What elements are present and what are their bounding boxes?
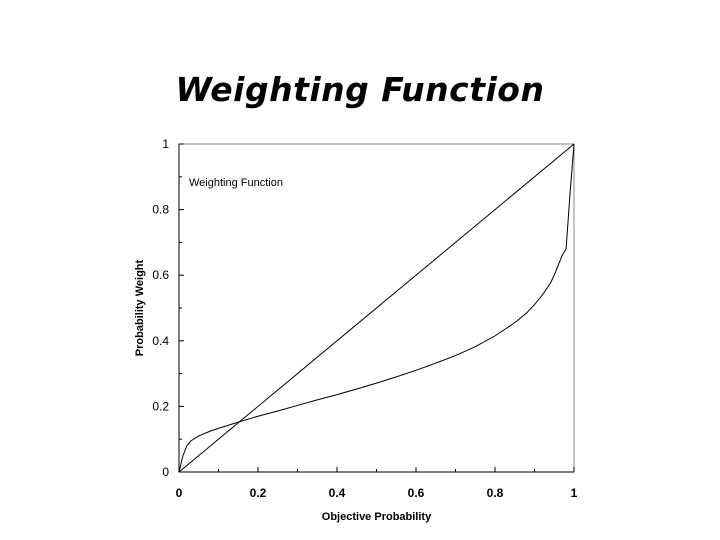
x-tick-label-2: 0.4 [329, 486, 346, 500]
y-axis-title: Probability Weight [134, 259, 146, 356]
series-layer [178, 143, 575, 473]
y-tick-label-3: 0.6 [152, 268, 169, 282]
y-tick-label-5: 1 [162, 137, 169, 151]
axis-ticks [178, 143, 575, 473]
y-tick-label-0: 0 [162, 465, 169, 479]
x-tick-label-5: 1 [571, 486, 578, 500]
x-tick-label-3: 0.6 [408, 486, 425, 500]
tick-labels: 0 0.2 0.4 0.6 0.8 1 0 0.2 0.4 0.6 0.8 1 [152, 137, 577, 500]
reference-line [178, 143, 575, 473]
y-tick-label-4: 0.8 [152, 203, 169, 217]
y-tick-label-2: 0.4 [152, 334, 169, 348]
y-tick-label-1: 0.2 [152, 399, 169, 413]
x-tick-label-0: 0 [176, 486, 183, 500]
x-axis-title: Objective Probability [322, 511, 432, 523]
x-tick-label-4: 0.8 [487, 486, 504, 500]
legend-label: Weighting Function [189, 177, 283, 189]
slide-title: Weighting Function [175, 70, 545, 109]
x-tick-label-1: 0.2 [250, 486, 267, 500]
weighting-line [178, 143, 575, 473]
